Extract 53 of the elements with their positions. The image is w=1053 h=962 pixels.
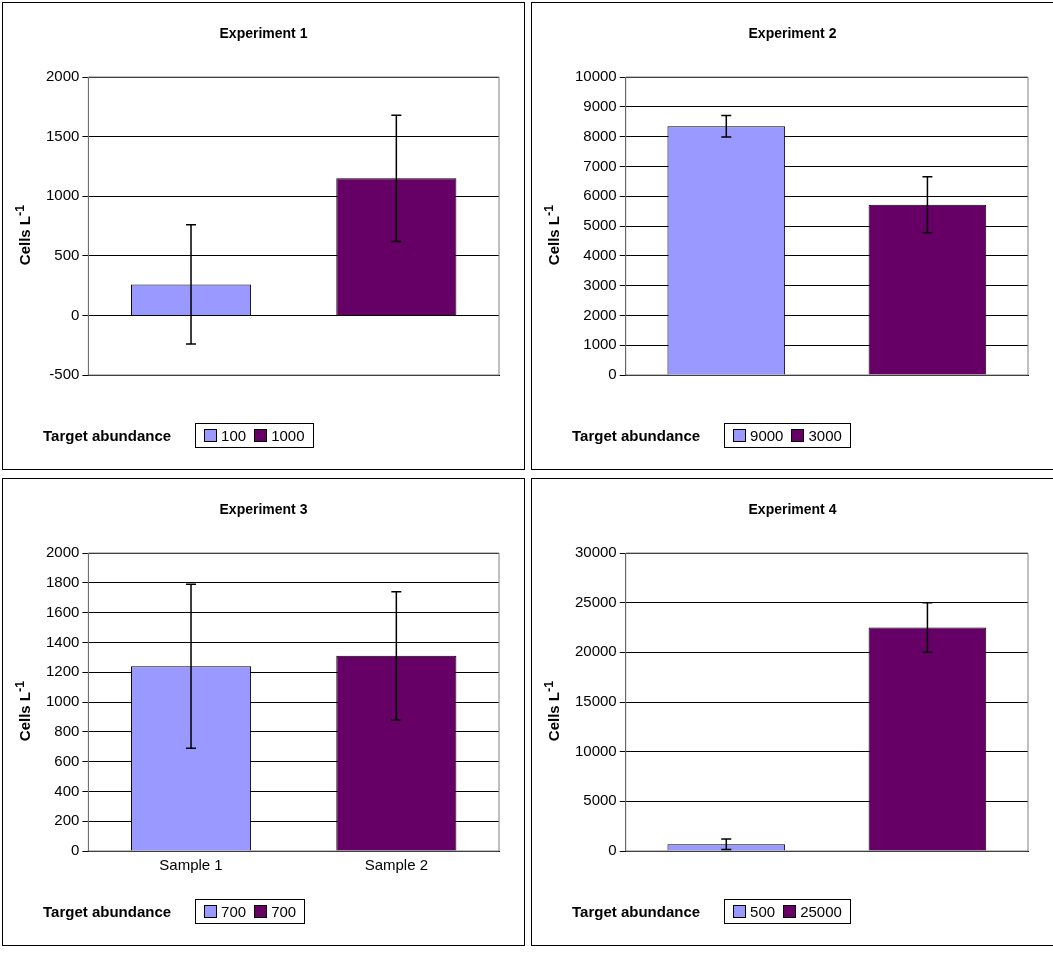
y-tick-label: 1000 (45, 186, 80, 204)
y-tick-label: 2000 (583, 305, 617, 323)
y-tick-label: 500 (54, 245, 80, 263)
y-tick-label: 0 (71, 305, 80, 323)
y-tick-label: 20000 (574, 642, 617, 660)
y-tick-label: 800 (54, 721, 80, 739)
legend-title: Target abundance (43, 427, 172, 444)
y-tick-label: -500 (49, 365, 80, 383)
y-tick-label: 1600 (45, 602, 80, 620)
legend-label: 25000 (800, 903, 842, 920)
legend-label: 700 (271, 903, 297, 920)
y-tick-label: 10000 (574, 67, 617, 85)
y-tick-label: 8000 (583, 126, 617, 144)
y-tick-label: 1000 (45, 692, 80, 710)
y-tick-label: 1500 (45, 126, 80, 144)
legend-label: 9000 (750, 427, 784, 444)
legend-label: 100 (221, 427, 247, 444)
legend-label: 700 (221, 903, 247, 920)
y-tick-label: 30000 (574, 543, 617, 561)
legend-title: Target abundance (572, 903, 701, 920)
x-tick-label: Sample 2 (364, 856, 429, 874)
y-tick-label: 1200 (45, 662, 80, 680)
y-tick-label: 5000 (583, 216, 617, 234)
y-tick-label: 15000 (574, 692, 617, 710)
y-tick-label: 1000 (583, 335, 617, 353)
y-tick-label: 1800 (45, 572, 80, 590)
y-tick-label: 0 (608, 841, 617, 859)
y-tick-label: 6000 (583, 186, 617, 204)
y-tick-label: 0 (608, 365, 617, 383)
y-tick-label: 2000 (45, 67, 80, 85)
chart-title: Experiment 1 (218, 25, 309, 43)
y-tick-label: 400 (54, 781, 80, 799)
legend-label: 3000 (808, 427, 842, 444)
y-tick-label: 200 (54, 811, 80, 829)
y-tick-label: 7000 (583, 156, 617, 174)
y-tick-label: 9000 (583, 96, 617, 114)
y-tick-label: 2000 (45, 543, 80, 561)
y-tick-label: 0 (71, 841, 80, 859)
y-tick-label: 600 (54, 751, 80, 769)
legend-label: 1000 (271, 427, 305, 444)
y-tick-label: 5000 (583, 791, 617, 809)
legend-title: Target abundance (572, 427, 701, 444)
legend-label: 500 (750, 903, 776, 920)
x-tick-label: Sample 1 (159, 856, 223, 874)
chart-title: Experiment 4 (747, 501, 838, 519)
y-tick-label: 1400 (45, 632, 80, 650)
legend-title: Target abundance (43, 903, 172, 920)
y-tick-label: 25000 (574, 592, 617, 610)
y-tick-label: 4000 (583, 245, 617, 263)
chart-title: Experiment 3 (218, 501, 309, 519)
y-tick-label: 10000 (574, 741, 617, 759)
y-tick-label: 3000 (583, 275, 617, 293)
chart-title: Experiment 2 (747, 25, 838, 43)
